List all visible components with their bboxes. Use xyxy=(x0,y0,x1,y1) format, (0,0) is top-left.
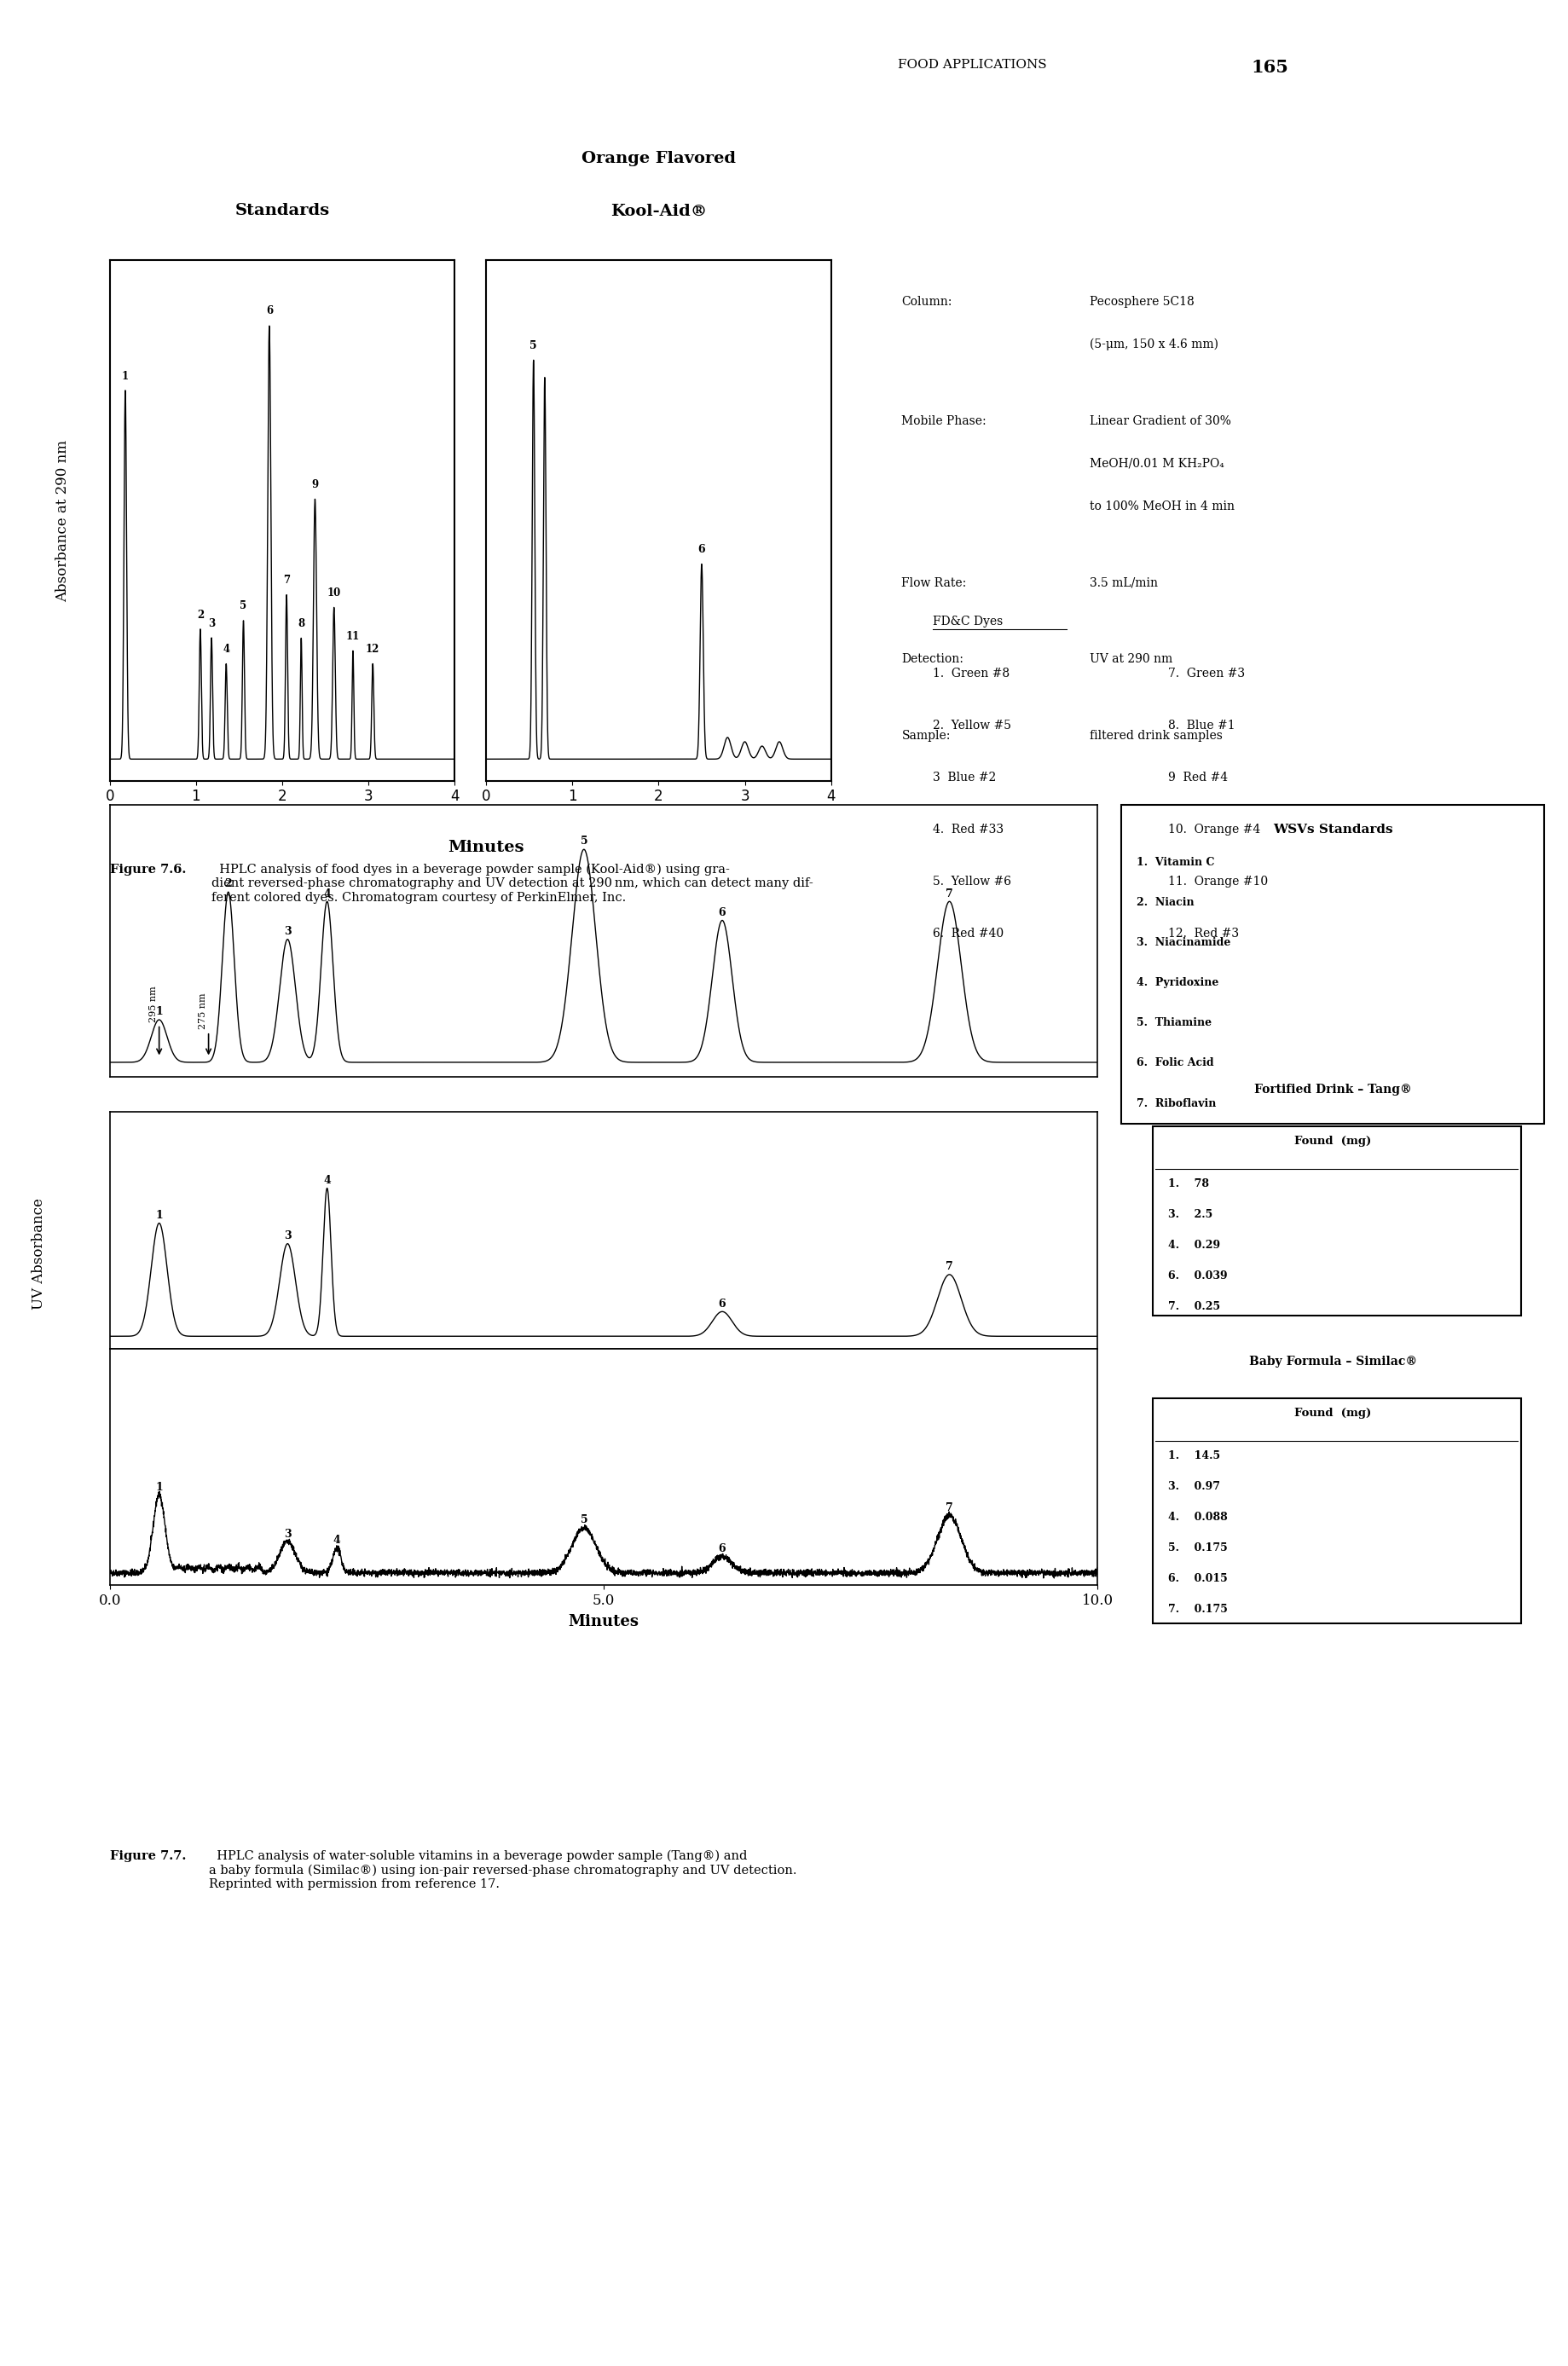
Text: FOOD APPLICATIONS: FOOD APPLICATIONS xyxy=(898,59,1046,71)
Text: Minutes: Minutes xyxy=(568,1614,640,1628)
Text: 2.  Niacin: 2. Niacin xyxy=(1137,897,1195,909)
Text: (5-μm, 150 x 4.6 mm): (5-μm, 150 x 4.6 mm) xyxy=(1090,338,1218,350)
Text: Figure 7.7.: Figure 7.7. xyxy=(110,1850,187,1862)
Text: 3.    0.97: 3. 0.97 xyxy=(1168,1481,1220,1493)
Text: Linear Gradient of 30%: Linear Gradient of 30% xyxy=(1090,414,1231,426)
Text: 6: 6 xyxy=(718,1299,726,1308)
Text: 4: 4 xyxy=(323,887,331,899)
Text: 1: 1 xyxy=(155,1481,163,1493)
Text: 6.  Folic Acid: 6. Folic Acid xyxy=(1137,1058,1214,1069)
Text: 7.    0.175: 7. 0.175 xyxy=(1168,1604,1228,1616)
Text: 4: 4 xyxy=(323,1176,331,1185)
Text: 275 nm: 275 nm xyxy=(199,994,207,1029)
Text: 1.  Vitamin C: 1. Vitamin C xyxy=(1137,856,1215,868)
Text: HPLC analysis of water-soluble vitamins in a beverage powder sample (Tang®) and
: HPLC analysis of water-soluble vitamins … xyxy=(209,1850,797,1890)
Text: 1.    14.5: 1. 14.5 xyxy=(1168,1450,1220,1462)
Text: Detection:: Detection: xyxy=(902,653,964,665)
Text: Flow Rate:: Flow Rate: xyxy=(902,577,966,589)
Text: 5: 5 xyxy=(580,835,588,847)
Text: 165: 165 xyxy=(1251,59,1289,76)
Text: 3  Blue #2: 3 Blue #2 xyxy=(933,771,996,783)
Text: Fortified Drink – Tang®: Fortified Drink – Tang® xyxy=(1254,1084,1411,1095)
Text: Found  (mg): Found (mg) xyxy=(1294,1408,1372,1420)
Text: Found  (mg): Found (mg) xyxy=(1294,1136,1372,1148)
Text: Pecosphere 5C18: Pecosphere 5C18 xyxy=(1090,296,1195,308)
Text: 1.  Green #8: 1. Green #8 xyxy=(933,667,1010,679)
Text: Sample:: Sample: xyxy=(902,731,950,743)
Text: 10.  Orange #4: 10. Orange #4 xyxy=(1168,823,1261,835)
Text: 5: 5 xyxy=(240,601,246,613)
Text: 5.  Yellow #6: 5. Yellow #6 xyxy=(933,875,1011,887)
Text: 1: 1 xyxy=(122,371,129,381)
Text: 4.    0.088: 4. 0.088 xyxy=(1168,1512,1228,1524)
Text: 6: 6 xyxy=(698,544,706,556)
Text: 7.  Riboflavin: 7. Riboflavin xyxy=(1137,1098,1217,1110)
Text: 1.    78: 1. 78 xyxy=(1168,1178,1209,1190)
Text: 3: 3 xyxy=(284,1230,292,1242)
Text: 4: 4 xyxy=(334,1536,340,1545)
Text: 9: 9 xyxy=(312,478,318,490)
Text: 3.5 mL/min: 3.5 mL/min xyxy=(1090,577,1159,589)
Text: FD&C Dyes: FD&C Dyes xyxy=(933,615,1004,627)
Text: 3: 3 xyxy=(284,925,292,937)
Text: 1: 1 xyxy=(155,1209,163,1221)
Text: 6.  Red #40: 6. Red #40 xyxy=(933,927,1004,939)
Text: 11: 11 xyxy=(347,632,361,641)
Text: 7: 7 xyxy=(946,1261,953,1273)
Text: 2: 2 xyxy=(198,608,204,620)
Text: 2.  Yellow #5: 2. Yellow #5 xyxy=(933,719,1011,731)
Text: to 100% MeOH in 4 min: to 100% MeOH in 4 min xyxy=(1090,499,1234,511)
Text: filtered drink samples: filtered drink samples xyxy=(1090,731,1223,743)
Text: 4.  Pyridoxine: 4. Pyridoxine xyxy=(1137,977,1218,989)
Text: 4.  Red #33: 4. Red #33 xyxy=(933,823,1004,835)
Text: 4.    0.29: 4. 0.29 xyxy=(1168,1240,1220,1252)
Text: 5: 5 xyxy=(580,1514,588,1526)
Text: UV Absorbance: UV Absorbance xyxy=(31,1197,47,1311)
Text: Minutes: Minutes xyxy=(448,840,524,854)
Text: 7: 7 xyxy=(946,887,953,899)
Text: 10: 10 xyxy=(328,587,340,599)
Text: Figure 7.6.: Figure 7.6. xyxy=(110,864,187,875)
Text: 6: 6 xyxy=(267,305,273,317)
Text: 3.    2.5: 3. 2.5 xyxy=(1168,1209,1212,1221)
Text: 9  Red #4: 9 Red #4 xyxy=(1168,771,1228,783)
Text: 3: 3 xyxy=(209,618,215,629)
Text: 12.  Red #3: 12. Red #3 xyxy=(1168,927,1239,939)
Text: 7.  Green #3: 7. Green #3 xyxy=(1168,667,1245,679)
Text: 12: 12 xyxy=(365,644,379,655)
Text: 6: 6 xyxy=(718,1543,726,1554)
Text: Standards: Standards xyxy=(235,203,329,218)
Text: 3.  Niacinamide: 3. Niacinamide xyxy=(1137,937,1231,949)
Text: 7.    0.25: 7. 0.25 xyxy=(1168,1301,1220,1313)
Text: 7: 7 xyxy=(946,1502,953,1514)
Text: 5.  Thiamine: 5. Thiamine xyxy=(1137,1017,1212,1029)
Text: 7: 7 xyxy=(284,575,290,584)
Text: 4: 4 xyxy=(223,644,229,655)
Text: 6.    0.039: 6. 0.039 xyxy=(1168,1271,1228,1282)
Text: 1: 1 xyxy=(155,1006,163,1017)
Text: 295 nm: 295 nm xyxy=(149,987,157,1022)
Text: 8.  Blue #1: 8. Blue #1 xyxy=(1168,719,1236,731)
Text: Orange Flavored: Orange Flavored xyxy=(582,151,735,166)
Text: 11.  Orange #10: 11. Orange #10 xyxy=(1168,875,1269,887)
Text: 8: 8 xyxy=(298,618,304,629)
Text: 5.    0.175: 5. 0.175 xyxy=(1168,1543,1228,1554)
Text: Column:: Column: xyxy=(902,296,952,308)
Text: 6: 6 xyxy=(718,906,726,918)
Text: 3: 3 xyxy=(284,1528,292,1540)
Text: Kool-Aid®: Kool-Aid® xyxy=(610,203,707,218)
Text: WSVs Standards: WSVs Standards xyxy=(1273,823,1392,835)
Text: MeOH/0.01 M KH₂PO₄: MeOH/0.01 M KH₂PO₄ xyxy=(1090,457,1225,468)
Text: Absorbance at 290 nm: Absorbance at 290 nm xyxy=(55,440,71,601)
Text: Mobile Phase:: Mobile Phase: xyxy=(902,414,986,426)
Text: 5: 5 xyxy=(530,341,538,350)
Text: 2: 2 xyxy=(224,878,232,890)
Text: UV at 290 nm: UV at 290 nm xyxy=(1090,653,1173,665)
Text: 6.    0.015: 6. 0.015 xyxy=(1168,1573,1228,1585)
Text: Baby Formula – Similac®: Baby Formula – Similac® xyxy=(1248,1356,1417,1368)
Text: HPLC analysis of food dyes in a beverage powder sample (Kool-Aid®) using gra-
di: HPLC analysis of food dyes in a beverage… xyxy=(212,864,814,904)
